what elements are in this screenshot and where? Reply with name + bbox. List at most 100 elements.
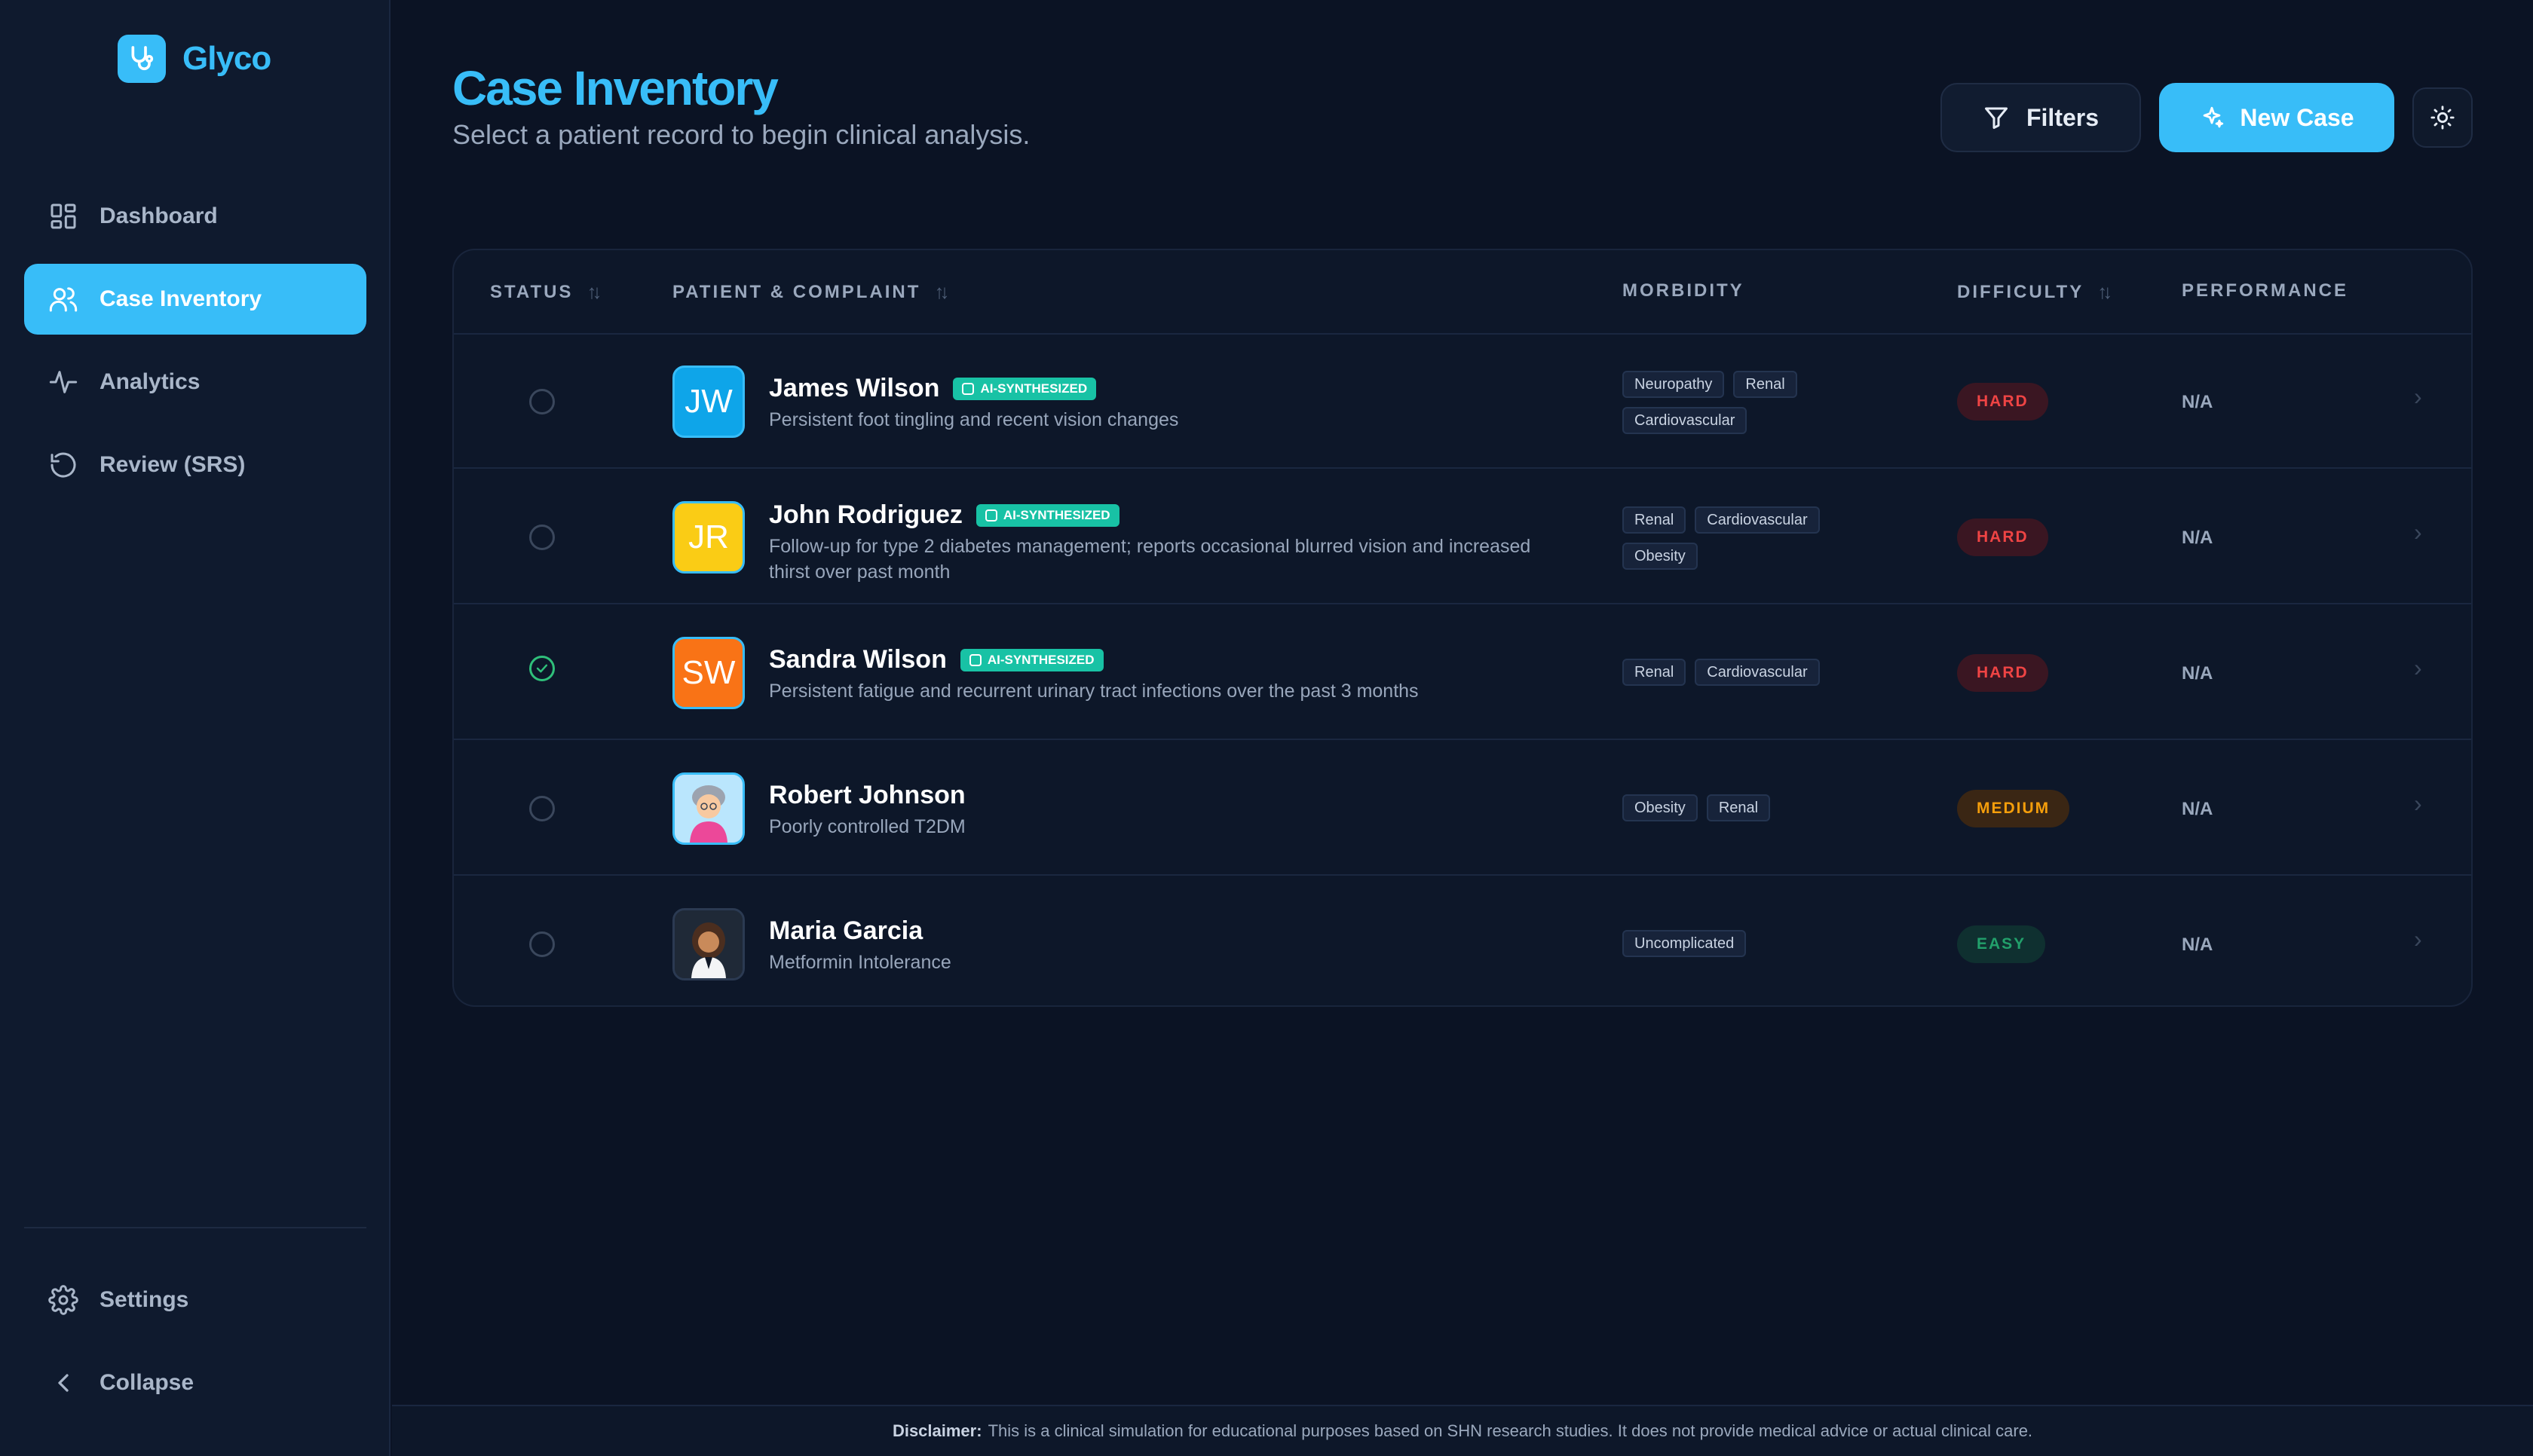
- patient-complaint: Metformin Intolerance: [769, 952, 951, 973]
- patient-name-line: James Wilson AI-SYNTHESIZED: [769, 374, 1097, 403]
- chevron-left-icon: [58, 1374, 69, 1392]
- column-header-difficulty[interactable]: DIFFICULTY ↑↓: [1957, 280, 2112, 303]
- morbidity-tag: Renal: [1622, 659, 1686, 686]
- patient-complaint: Persistent foot tingling and recent visi…: [769, 409, 1179, 430]
- morbidity-tags: Renal Cardiovascular Obesity: [1622, 506, 1894, 570]
- table-row[interactable]: JR John Rodriguez AI-SYNTHESIZED Follow-…: [454, 470, 2471, 604]
- morbidity-tags: Obesity Renal: [1622, 794, 1894, 821]
- sidebar-item-dashboard[interactable]: Dashboard: [24, 181, 366, 252]
- status-indicator: [529, 525, 555, 550]
- sort-icon[interactable]: ↑↓: [2097, 280, 2112, 303]
- patient-name-line: Maria Garcia: [769, 916, 923, 946]
- difficulty-badge: HARD: [1957, 518, 2048, 556]
- sidebar-item-label: Review (SRS): [100, 452, 246, 477]
- patient-complaint: Poorly controlled T2DM: [769, 816, 966, 837]
- sort-icon[interactable]: ↑↓: [934, 280, 949, 303]
- patient-name: Sandra Wilson: [769, 645, 947, 674]
- table-row[interactable]: SW Sandra Wilson AI-SYNTHESIZED Persiste…: [454, 606, 2471, 740]
- cpu-icon: [985, 509, 997, 522]
- difficulty-badge: MEDIUM: [1957, 790, 2070, 827]
- sidebar-divider: [24, 1227, 366, 1228]
- patient-name-line: Sandra Wilson AI-SYNTHESIZED: [769, 645, 1104, 674]
- table-row[interactable]: Robert Johnson Poorly controlled T2DM Ob…: [454, 742, 2471, 876]
- morbidity-tag: Renal: [1622, 506, 1686, 534]
- morbidity-tag: Uncomplicated: [1622, 930, 1747, 957]
- morbidity-tag: Cardiovascular: [1622, 407, 1747, 434]
- page-subtitle: Select a patient record to begin clinica…: [452, 119, 1031, 150]
- performance-value: N/A: [2182, 528, 2213, 548]
- avatar-illustration: [672, 772, 745, 845]
- avatar: SW: [672, 637, 745, 709]
- chevron-right-icon[interactable]: ›: [2414, 518, 2422, 546]
- ai-synthesized-badge: AI-SYNTHESIZED: [953, 377, 1097, 400]
- table-row[interactable]: JW James Wilson AI-SYNTHESIZED Persisten…: [454, 335, 2471, 469]
- settings-label: Settings: [100, 1287, 189, 1312]
- avatar: JR: [672, 501, 745, 574]
- morbidity-tag: Cardiovascular: [1695, 506, 1820, 534]
- sidebar-nav: Dashboard Case Inventory Analytics Revie…: [24, 181, 366, 512]
- disclaimer-label: Disclaimer:: [892, 1421, 982, 1440]
- dashboard-grid-icon: [51, 203, 76, 229]
- users-icon: [49, 287, 78, 312]
- morbidity-tags: Renal Cardiovascular: [1622, 659, 1894, 686]
- collapse-label: Collapse: [100, 1370, 194, 1395]
- sidebar-item-label: Analytics: [100, 369, 201, 394]
- brand-name: Glyco: [182, 40, 271, 77]
- patient-name: James Wilson: [769, 374, 940, 402]
- sidebar-item-case-inventory[interactable]: Case Inventory: [24, 264, 366, 335]
- column-header-performance: PERFORMANCE: [2182, 280, 2349, 301]
- chevron-right-icon[interactable]: ›: [2414, 790, 2422, 817]
- chevron-right-icon[interactable]: ›: [2414, 654, 2422, 681]
- column-header-morbidity: MORBIDITY: [1622, 280, 1744, 301]
- table-row[interactable]: Maria Garcia Metformin Intolerance Uncom…: [454, 877, 2471, 1005]
- difficulty-badge: EASY: [1957, 925, 2046, 963]
- brand[interactable]: Glyco: [118, 35, 271, 83]
- new-case-button[interactable]: New Case: [2159, 83, 2394, 152]
- morbidity-tag: Neuropathy: [1622, 371, 1725, 398]
- sidebar-item-analytics[interactable]: Analytics: [24, 347, 366, 418]
- morbidity-tag: Obesity: [1622, 543, 1698, 570]
- chevron-right-icon[interactable]: ›: [2414, 925, 2422, 953]
- performance-value: N/A: [2182, 934, 2213, 955]
- performance-value: N/A: [2182, 392, 2213, 412]
- performance-value: N/A: [2182, 663, 2213, 684]
- cpu-icon: [962, 382, 975, 395]
- settings-button[interactable]: Settings: [24, 1265, 366, 1335]
- patient-complaint: Persistent fatigue and recurrent urinary…: [769, 681, 1419, 702]
- status-indicator: [529, 796, 555, 821]
- column-header-patient[interactable]: PATIENT & COMPLAINT ↑↓: [672, 280, 949, 303]
- difficulty-badge: HARD: [1957, 654, 2048, 692]
- table-header: STATUS ↑↓ PATIENT & COMPLAINT ↑↓ MORBIDI…: [454, 250, 2471, 335]
- header-actions: Filters New Case: [1940, 83, 2473, 152]
- new-case-label: New Case: [2240, 103, 2354, 131]
- filters-label: Filters: [2026, 103, 2100, 131]
- check-icon: [536, 664, 548, 673]
- sort-icon[interactable]: ↑↓: [587, 280, 602, 303]
- morbidity-tag: Cardiovascular: [1695, 659, 1820, 686]
- chevron-right-icon[interactable]: ›: [2414, 383, 2422, 410]
- patient-name: John Rodriguez: [769, 500, 963, 529]
- disclaimer-text: This is a clinical simulation for educat…: [988, 1421, 2033, 1440]
- morbidity-tag: Renal: [1706, 794, 1771, 821]
- avatar-illustration: [672, 908, 745, 980]
- patient-complaint: Follow-up for type 2 diabetes management…: [769, 536, 1531, 583]
- disclaimer-footer: Disclaimer: This is a clinical simulatio…: [392, 1405, 2533, 1456]
- collapse-button[interactable]: Collapse: [24, 1347, 366, 1418]
- sidebar-item-review[interactable]: Review (SRS): [24, 430, 366, 500]
- patient-name: Maria Garcia: [769, 916, 923, 945]
- status-indicator-completed: [529, 656, 555, 681]
- morbidity-tags: Uncomplicated: [1622, 930, 1894, 957]
- ai-synthesized-badge: AI-SYNTHESIZED: [976, 503, 1119, 527]
- cpu-icon: [969, 653, 982, 666]
- case-table: STATUS ↑↓ PATIENT & COMPLAINT ↑↓ MORBIDI…: [452, 249, 2473, 1007]
- morbidity-tags: Neuropathy Renal Cardiovascular: [1622, 371, 1894, 434]
- stethoscope-icon: [118, 35, 166, 83]
- theme-toggle-button[interactable]: [2412, 87, 2473, 148]
- column-header-status[interactable]: STATUS ↑↓: [490, 280, 602, 303]
- patient-name-line: John Rodriguez AI-SYNTHESIZED: [769, 500, 1119, 530]
- page-title: Case Inventory: [452, 61, 779, 115]
- morbidity-tag: Obesity: [1622, 794, 1698, 821]
- activity-icon: [49, 371, 78, 393]
- filters-button[interactable]: Filters: [1940, 83, 2141, 152]
- ai-synthesized-badge: AI-SYNTHESIZED: [960, 648, 1104, 671]
